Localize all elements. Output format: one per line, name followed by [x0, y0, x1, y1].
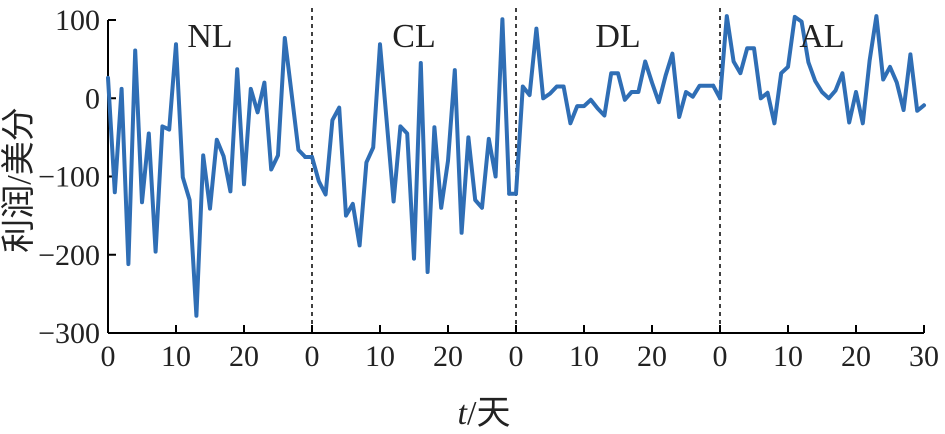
series-line-dl: [514, 26, 716, 196]
x-tick-label: 0: [509, 340, 524, 373]
segment-label-al: AL: [799, 18, 844, 55]
y-tick-label: 100: [55, 4, 100, 37]
x-tick-label: 20: [229, 340, 259, 373]
x-tick-label: 10: [569, 340, 599, 373]
series-line-nl: [106, 36, 308, 318]
y-tick-label: −200: [38, 239, 100, 272]
x-tick-label: 10: [161, 340, 191, 373]
y-tick-label: 0: [85, 82, 100, 115]
x-tick-label: 10: [773, 340, 803, 373]
x-axis-title-variable: t: [458, 395, 469, 432]
x-tick-label: 30: [909, 340, 939, 373]
x-tick-label: 0: [101, 340, 116, 373]
x-tick-label: 20: [841, 340, 871, 373]
y-tick-label: −100: [38, 161, 100, 194]
x-tick-label: 20: [637, 340, 667, 373]
series-line-al: [718, 14, 926, 126]
x-tick-label: 0: [305, 340, 320, 373]
segment-label-nl: NL: [187, 18, 232, 55]
x-axis-title-unit: /天: [467, 395, 510, 432]
x-axis-title: t/天: [458, 395, 511, 432]
segment-label-cl: CL: [392, 18, 435, 55]
x-tick-label: 20: [433, 340, 463, 373]
segment-label-dl: DL: [595, 18, 640, 55]
y-tick-label: −300: [38, 317, 100, 350]
series-group: [106, 14, 926, 318]
x-tick-label: 0: [713, 340, 728, 373]
y-axis-title: 利润/美分: [0, 107, 38, 252]
series-line-cl: [310, 17, 512, 274]
x-tick-label: 10: [365, 340, 395, 373]
axes: [107, 19, 925, 334]
